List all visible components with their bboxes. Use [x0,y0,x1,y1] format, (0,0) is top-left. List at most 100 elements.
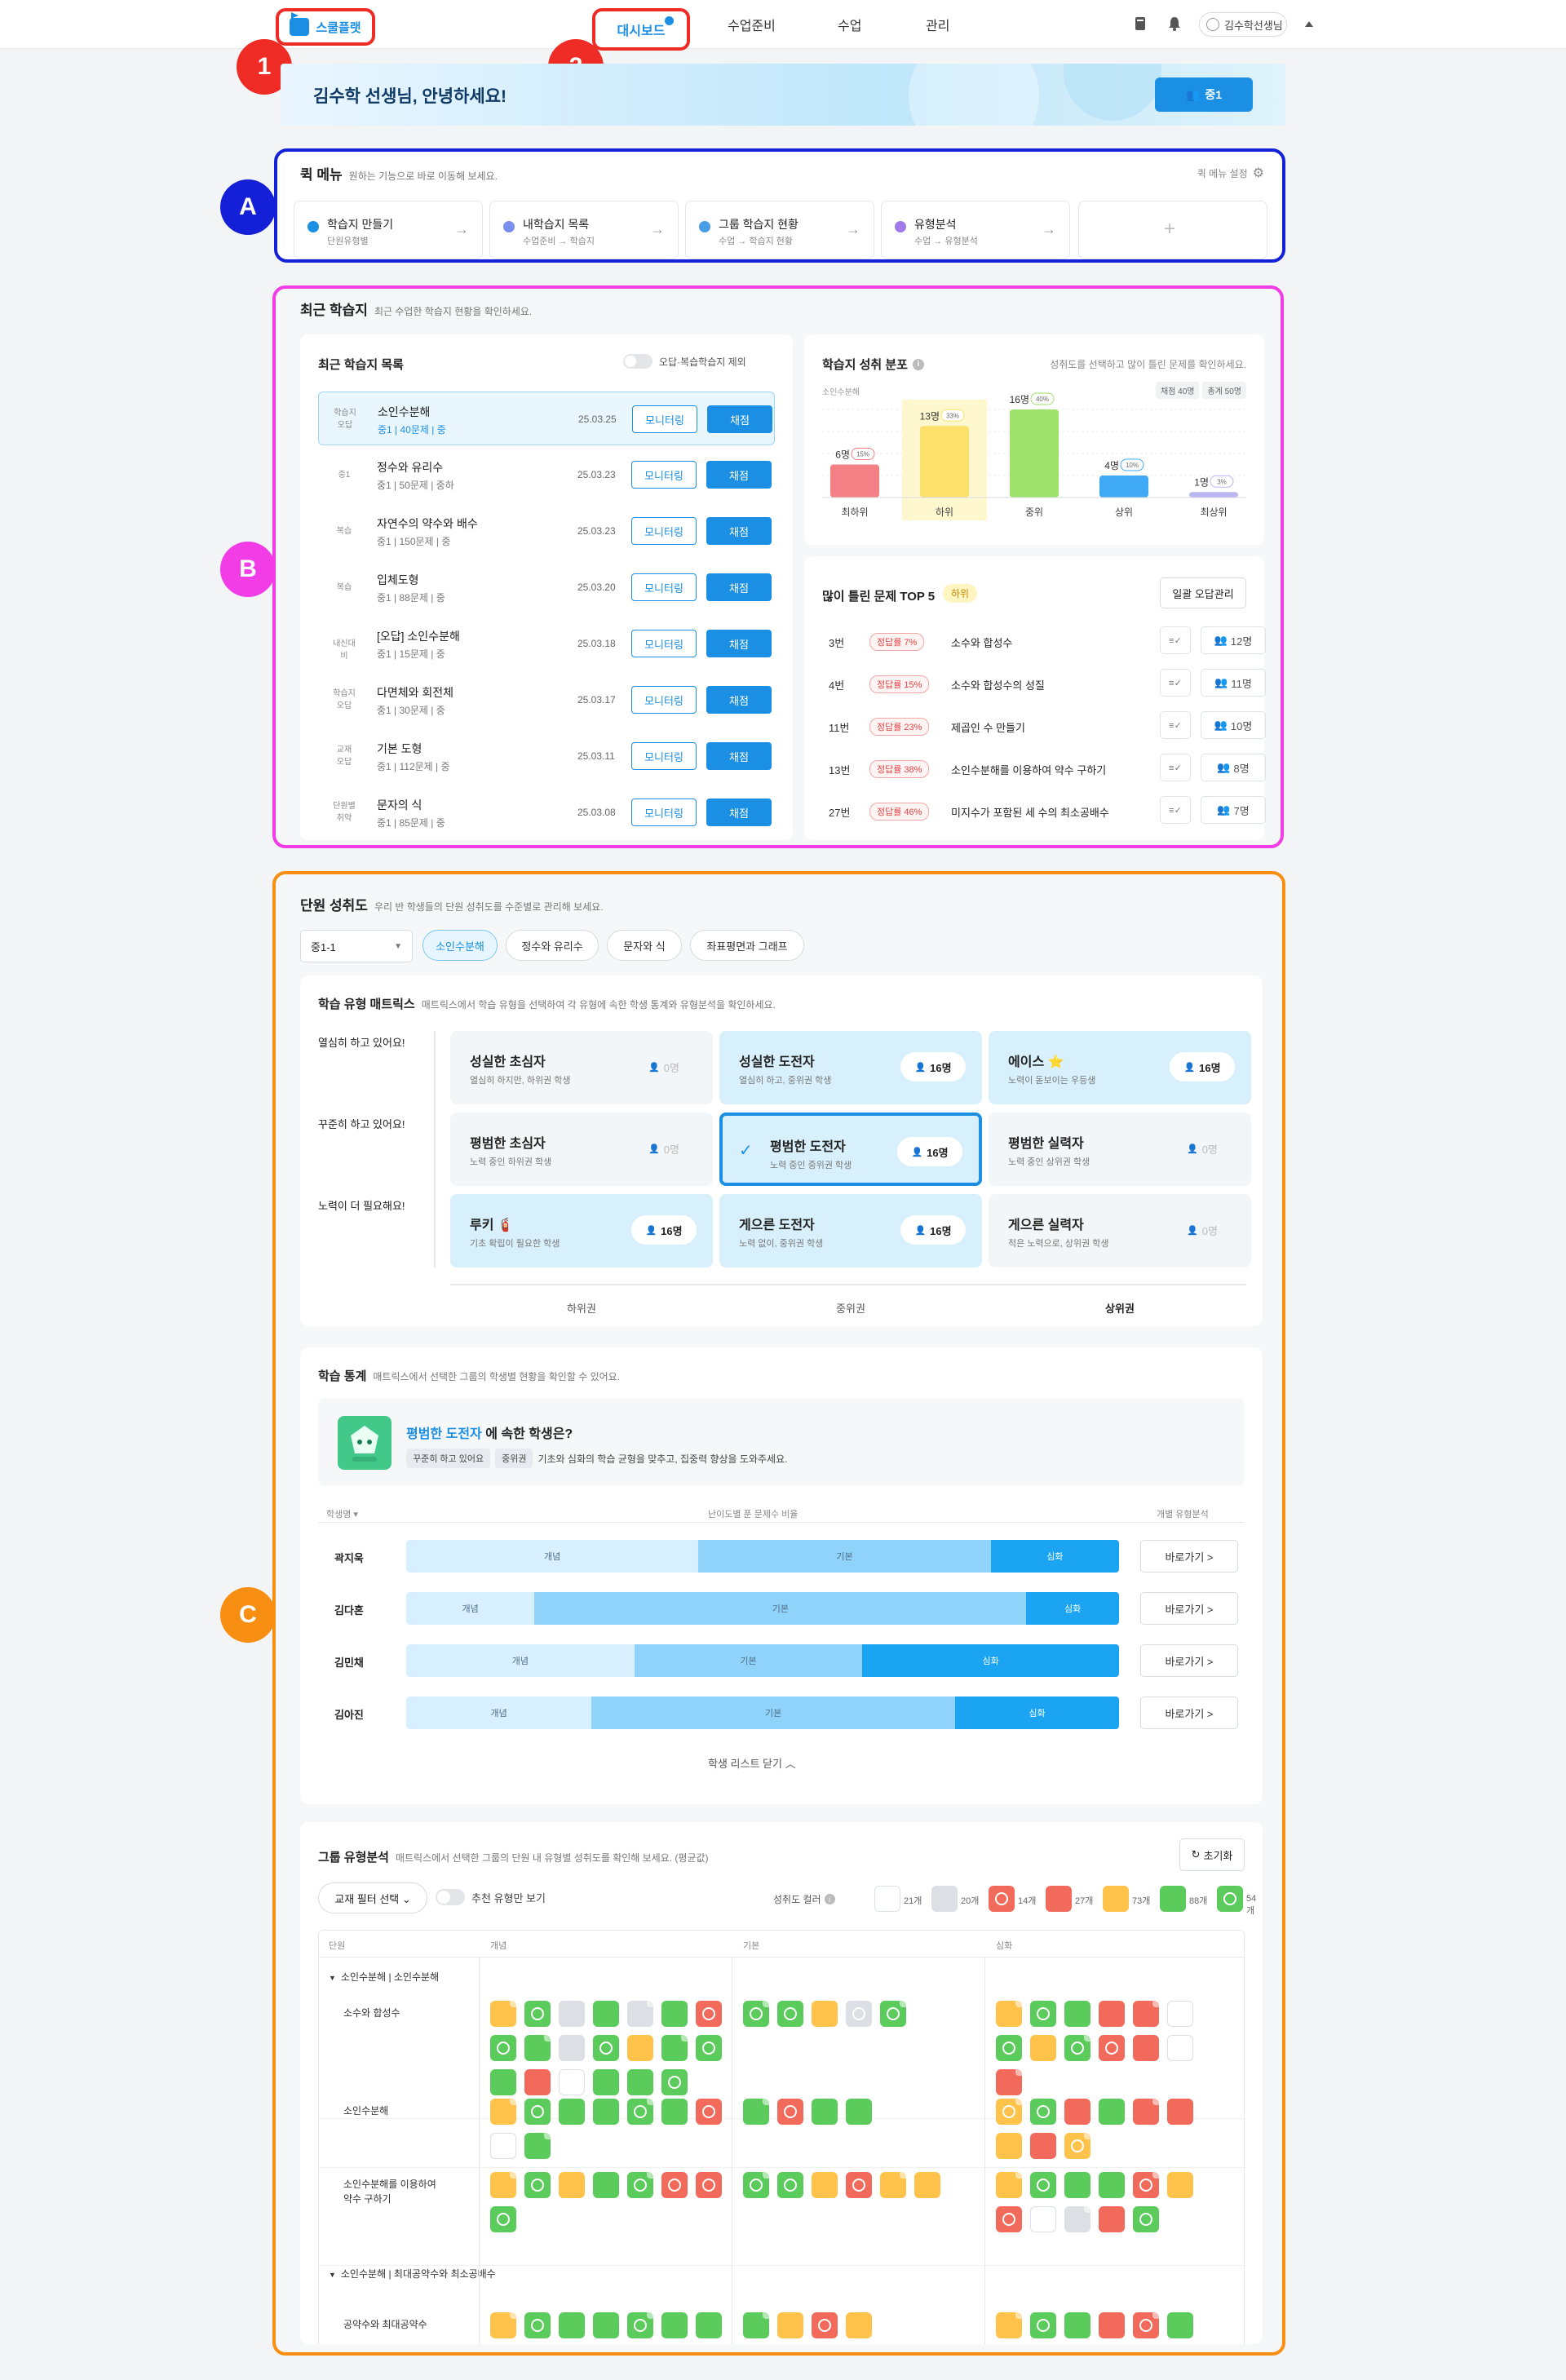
wrong-count-button[interactable]: 👥 12명 [1201,626,1266,654]
unit-chip[interactable]: 정수와 유리수 [506,930,599,961]
user-menu[interactable]: 김수학선생님 [1199,12,1287,37]
type-achievement-cell[interactable] [627,2311,655,2338]
type-achievement-cell[interactable] [743,2311,771,2338]
bar-최하위[interactable] [830,464,879,498]
type-achievement-cell[interactable] [696,2312,722,2338]
wrong-count-button[interactable]: 👥 10명 [1201,711,1266,739]
type-achievement-cell[interactable] [777,2099,803,2125]
grade-button[interactable]: 채점 [706,461,772,489]
type-achievement-cell[interactable] [1133,2170,1161,2198]
type-achievement-cell[interactable] [490,2311,518,2338]
worksheet-row[interactable]: 내신대비 [오답] 소인수분해 중1 | 15문제 | 중 25.03.18 모니터링 채… [318,617,775,670]
type-achievement-cell[interactable] [1030,2001,1056,2027]
bulk-wrong-button[interactable]: 일괄 오답관리 [1160,577,1246,608]
type-achievement-cell[interactable] [559,2001,585,2027]
grade-button[interactable]: 채점 [706,517,772,545]
type-achievement-cell[interactable] [559,2035,585,2061]
type-achievement-cell[interactable] [1099,2172,1125,2198]
type-achievement-cell[interactable] [1064,2172,1090,2198]
type-achievement-cell[interactable] [661,2099,688,2125]
type-achievement-cell[interactable] [490,2170,518,2198]
bar-최상위[interactable] [1189,492,1238,498]
type-achievement-cell[interactable] [1064,2312,1090,2338]
matrix-cell[interactable]: 게으른 실력자 적은 노력으로, 상위권 학생 👤 0명 [989,1194,1251,1267]
type-achievement-cell[interactable] [1030,2133,1056,2159]
bar-중위[interactable] [1010,409,1059,498]
type-achievement-cell[interactable] [593,2001,619,2027]
type-achievement-cell[interactable] [696,2099,722,2125]
matrix-cell[interactable]: 평범한 초심자 노력 중인 하위권 학생 👤 0명 [450,1113,713,1186]
reset-button[interactable]: ↻ 초기화 [1179,1838,1245,1871]
worksheet-row[interactable]: 중1 정수와 유리수 중1 | 50문제 | 중하 25.03.23 모니터링 채점 [318,448,775,502]
type-achievement-cell[interactable] [1064,2033,1092,2061]
type-achievement-cell[interactable] [559,2069,585,2095]
monitor-button[interactable]: 모니터링 [631,517,697,545]
matrix-cell[interactable]: 에이스 ⭐ 노력이 돋보이는 우등생 👤 16명 [989,1031,1251,1104]
type-achievement-cell[interactable] [1167,2312,1193,2338]
type-achievement-cell[interactable] [524,2131,552,2159]
type-achievement-cell[interactable] [593,2172,619,2198]
textbook-filter[interactable]: 교재 필터 선택 ⌄ [318,1882,427,1913]
nav-class[interactable]: 수업 [838,20,862,33]
info-icon[interactable]: i [912,358,924,370]
type-achievement-cell[interactable] [524,2033,552,2061]
student-analysis-button[interactable]: 바로가기 > [1140,1644,1238,1677]
type-achievement-cell[interactable] [996,2035,1022,2061]
type-achievement-cell[interactable] [996,2068,1024,2095]
type-achievement-cell[interactable] [1099,2206,1125,2232]
unit-chip[interactable]: 좌표평면과 그래프 [690,930,804,961]
type-achievement-cell[interactable] [1133,2311,1161,2338]
type-achievement-cell[interactable] [996,2206,1022,2232]
info-icon[interactable]: i [824,1894,835,1904]
type-achievement-cell[interactable] [627,1999,655,2027]
type-achievement-cell[interactable] [696,2001,722,2027]
type-achievement-cell[interactable] [1167,2099,1193,2125]
caret-up-icon[interactable] [1305,21,1313,27]
type-achievement-cell[interactable] [559,2099,585,2125]
type-achievement-cell[interactable] [846,2001,872,2027]
type-achievement-cell[interactable] [593,2069,619,2095]
grade-button[interactable]: 채점 [706,742,772,770]
type-achievement-cell[interactable] [1030,2035,1056,2061]
type-achievement-cell[interactable] [559,2172,585,2198]
worksheet-row[interactable]: 복습 자연수의 약수와 배수 중1 | 150문제 | 중 25.03.23 모니터링 채… [318,504,775,558]
type-achievement-cell[interactable] [996,2133,1022,2159]
monitor-button[interactable]: 모니터링 [631,798,697,826]
monitor-button[interactable]: 모니터링 [631,573,697,601]
type-achievement-cell[interactable] [996,2097,1024,2125]
type-achievement-cell[interactable] [812,2312,838,2338]
type-achievement-cell[interactable] [812,2172,838,2198]
quick-menu-item[interactable]: 유형분석 수업 → 유형분석 → [881,201,1070,259]
logo[interactable]: 스쿨플랫 [276,8,375,46]
type-achievement-cell[interactable] [743,2170,771,2198]
checklist-icon[interactable]: ≡✓ [1160,754,1191,781]
nav-class-prep[interactable]: 수업준비 [728,20,776,33]
grade-button[interactable]: 채점 [706,686,772,714]
checklist-icon[interactable]: ≡✓ [1160,796,1191,824]
type-achievement-cell[interactable] [1064,2099,1090,2125]
type-achievement-cell[interactable] [1167,2035,1193,2061]
type-achievement-cell[interactable] [777,2312,803,2338]
matrix-cell[interactable]: 성실한 초심자 열심히 하지만, 하위권 학생 👤 0명 [450,1031,713,1104]
checklist-icon[interactable]: ≡✓ [1160,669,1191,697]
grade-button[interactable]: 채점 [707,405,772,433]
bar-상위[interactable] [1099,476,1148,498]
type-achievement-cell[interactable] [490,2133,516,2159]
worksheet-row[interactable]: 교재 오답 기본 도형 중1 | 112문제 | 중 25.03.11 모니터링 채점 [318,729,775,783]
type-achievement-cell[interactable] [490,2206,516,2232]
type-achievement-cell[interactable] [743,1999,771,2027]
type-achievement-cell[interactable] [1133,1999,1161,2027]
type-achievement-cell[interactable] [812,2099,838,2125]
monitor-button[interactable]: 모니터링 [631,742,697,770]
bell-icon[interactable] [1168,16,1181,31]
type-achievement-cell[interactable] [1167,2001,1193,2027]
type-achievement-cell[interactable] [627,2097,655,2125]
wrong-question-row[interactable]: 3번 정답률 7% 소수와 합성수 ≡✓ 👥 12명 [829,622,1269,662]
type-achievement-cell[interactable] [1064,2001,1090,2027]
quick-menu-settings[interactable]: 퀵 메뉴 설정 ⚙ [1197,165,1264,181]
type-achievement-cell[interactable] [661,2172,688,2198]
type-achievement-cell[interactable] [846,2172,872,2198]
matrix-cell[interactable]: 평범한 도전자 노력 중인 중위권 학생 ✓ 👤 16명 [719,1113,982,1186]
worksheet-row[interactable]: 복습 입체도형 중1 | 88문제 | 중 25.03.20 모니터링 채점 [318,560,775,614]
bar-하위[interactable] [920,426,969,498]
